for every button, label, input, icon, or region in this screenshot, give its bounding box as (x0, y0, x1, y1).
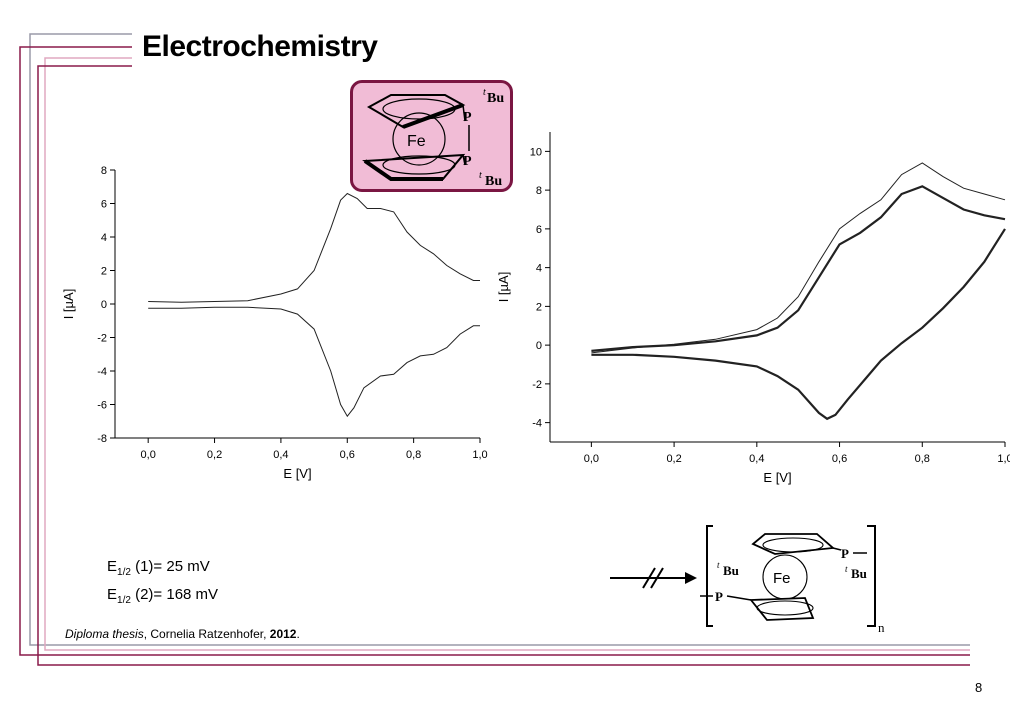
y-axis-label: I [µA] (496, 272, 511, 303)
molecule-box: Fe P P t Bu t Bu (350, 80, 513, 192)
x-axis-label: E [V] (283, 466, 311, 481)
y-tick-label: 8 (101, 165, 107, 177)
x-axis-label: E [V] (763, 470, 791, 485)
y-tick-label: -2 (97, 333, 107, 345)
polymer-bu-label-1: Bu (723, 563, 739, 578)
series-line-2 (591, 228, 1006, 421)
x-tick-label: 0,8 (915, 453, 930, 465)
y-tick-label: 6 (101, 199, 107, 211)
p-label-2: P (463, 154, 472, 169)
frame-line-dark-2 (37, 65, 970, 666)
y-tick-label: -2 (532, 379, 542, 391)
ehalf-line-2: E1/2 (2)= 168 mV (107, 586, 219, 606)
x-tick-label: 0,0 (584, 453, 599, 465)
x-tick-label: 0,2 (207, 449, 222, 461)
x-tick-label: 0,4 (273, 449, 288, 461)
page-number: 8 (975, 680, 983, 695)
y-tick-label: 2 (101, 266, 107, 278)
y-tick-label: 0 (101, 299, 107, 311)
half-wave-potentials: E1/2 (1)= 25 mV E1/2 (2)= 168 mV (107, 556, 218, 612)
series-line-2 (148, 306, 480, 418)
polymer-p-label-1: P (841, 546, 849, 561)
blocked-arrow-icon (610, 567, 697, 589)
x-tick-label: 0,2 (666, 453, 681, 465)
y-tick-label: -4 (97, 366, 107, 378)
y-axis-label: I [µA] (61, 289, 76, 320)
polymer-p-label-2: P (715, 589, 723, 604)
series-line-1 (591, 185, 1006, 352)
x-tick-label: 0,4 (749, 453, 764, 465)
tbu-sup-1: t (483, 87, 486, 98)
polymer-fe-label: Fe (773, 570, 791, 587)
y-tick-label: 10 (530, 146, 542, 158)
y-tick-label: 2 (536, 301, 542, 313)
ehalf-line-1: E1/2 (1)= 25 mV (107, 558, 210, 578)
x-tick-label: 1,0 (472, 449, 487, 461)
y-tick-label: 4 (536, 263, 542, 275)
polymer-subscript: n (878, 620, 885, 635)
cv-chart-right: 0,0 0,2 0,4 0,6 0,8 1,0 -4 -2 0 2 4 6 8 10 E [V] I [µA] (496, 132, 1010, 485)
y-tick-label: 0 (536, 340, 542, 352)
series-line-3 (591, 162, 1006, 354)
tbu-sup-2: t (479, 170, 482, 181)
x-tick-label: 0,6 (832, 453, 847, 465)
tbu-label-1: Bu (487, 91, 504, 106)
y-tick-label: -8 (97, 433, 107, 445)
x-tick-label: 0,0 (141, 449, 156, 461)
x-tick-label: 1,0 (997, 453, 1010, 465)
polymer-t-sup-2: t (845, 564, 848, 574)
polymer-t-sup-1: t (717, 560, 720, 570)
x-tick-label: 0,8 (406, 449, 421, 461)
citation: Diploma thesis, Cornelia Ratzenhofer, 20… (65, 627, 300, 641)
tbu-label-2: Bu (485, 174, 502, 189)
y-tick-label: 8 (536, 185, 542, 197)
series-line-1 (148, 192, 480, 303)
ferrocene-diphosphine-structure: Fe P P t Bu t Bu (362, 87, 504, 189)
polymer-bu-label-2: Bu (851, 566, 867, 581)
y-tick-label: 4 (101, 232, 107, 244)
cv-chart-left: 0,0 0,2 0,4 0,6 0,8 1,0 -8 -6 -4 -2 0 2 4 6 8 E [V] I [µ… (61, 165, 488, 481)
polymer-structure: n Fe P t Bu t Bu P (610, 525, 885, 635)
fe-label: Fe (407, 133, 426, 150)
y-tick-label: -6 (97, 400, 107, 412)
y-tick-label: -4 (532, 418, 542, 430)
frame-line-gray (29, 33, 970, 646)
frame-line-pink (44, 57, 970, 651)
slide-title: Electrochemistry (142, 30, 378, 63)
frame-line-dark-1 (19, 46, 970, 656)
x-tick-label: 0,6 (340, 449, 355, 461)
y-tick-label: 6 (536, 224, 542, 236)
p-label-1: P (463, 110, 472, 125)
